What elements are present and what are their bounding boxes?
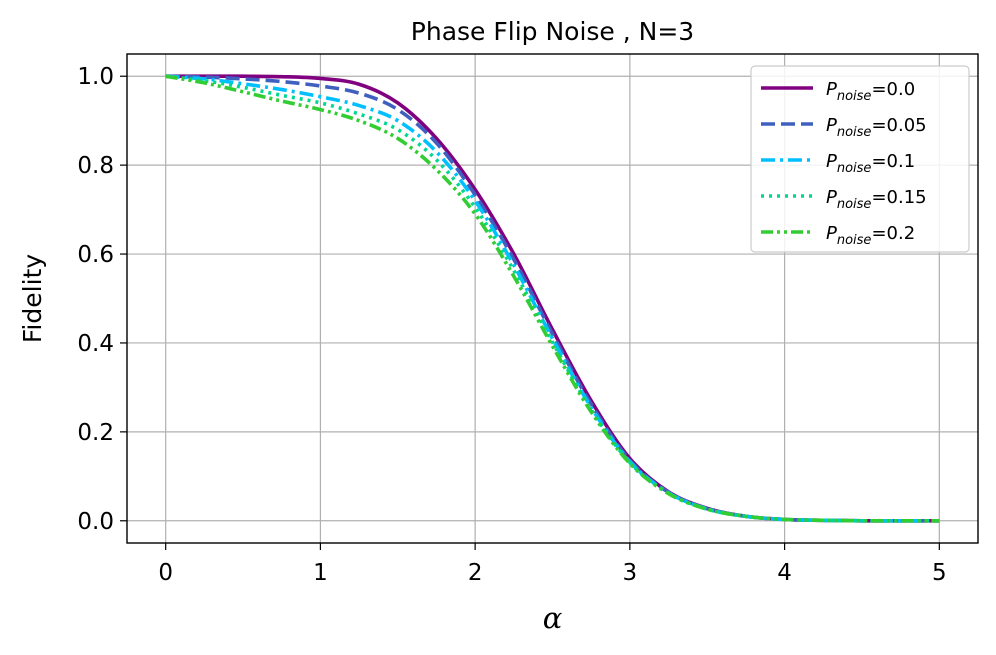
- y-axis-label: Fidelity: [18, 254, 47, 343]
- legend-label-0: Pnoise=0.0: [826, 79, 915, 104]
- chart-title: Phase Flip Noise , N=3: [411, 17, 694, 46]
- y-tick-label: 0.6: [77, 242, 114, 268]
- legend-label-4: Pnoise=0.2: [826, 223, 915, 248]
- legend: Pnoise=0.0 Pnoise=0.05 Pnoise=0.1 Pnoise=0.…: [750, 65, 970, 253]
- x-tick-label: 1: [313, 560, 328, 586]
- legend-label-1: Pnoise=0.05: [826, 115, 927, 140]
- y-tick-label: 0.2: [77, 420, 114, 446]
- series-line-3: [165, 74, 940, 523]
- y-tick-label: 0.4: [77, 331, 114, 357]
- legend-box: [750, 65, 970, 253]
- y-tick-label: 1.0: [77, 64, 114, 90]
- y-tick-label: 0.0: [77, 509, 114, 535]
- legend-label-2: Pnoise=0.1: [826, 151, 915, 176]
- x-axis-label: α: [543, 601, 563, 635]
- legend-label-3: Pnoise=0.15: [826, 187, 927, 212]
- x-tick-label: 3: [623, 560, 638, 586]
- x-tick-label: 0: [158, 560, 173, 586]
- plot-frame: [126, 53, 979, 544]
- ticks: 0 1 2 3 4 5 0.0 0.2 0.4 0.6 0.8 1.0: [77, 64, 946, 586]
- x-tick-label: 5: [932, 560, 947, 586]
- x-tick-label: 4: [777, 560, 792, 586]
- y-tick-label: 0.8: [77, 153, 114, 179]
- series-line-4: [165, 74, 940, 523]
- series-layer: [165, 74, 940, 523]
- x-tick-label: 2: [468, 560, 483, 586]
